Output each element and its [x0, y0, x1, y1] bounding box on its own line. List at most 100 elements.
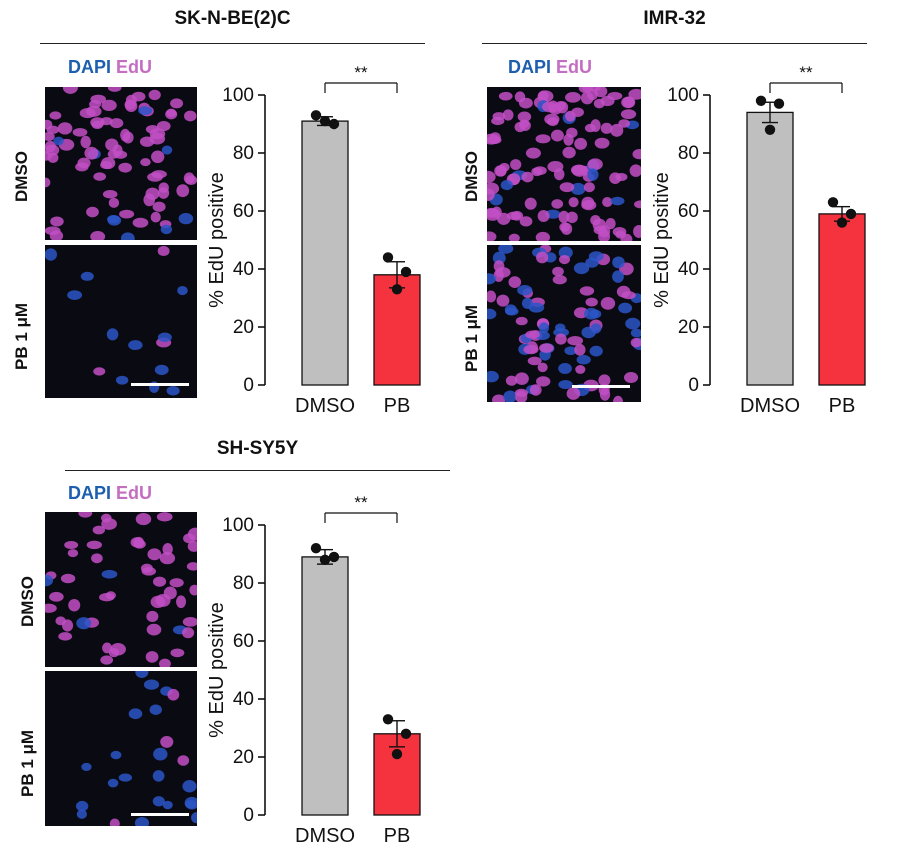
- bar-chart-sknbe2c: 0 20 40 60 80 100 % EdU positive DMSO PB **: [206, 63, 421, 417]
- edu-nucleus: [547, 160, 564, 173]
- stain-edu-label: EdU: [116, 483, 153, 503]
- dapi-nucleus: [53, 136, 64, 146]
- edu-nucleus: [90, 231, 106, 240]
- micrograph-dmso: [45, 512, 197, 667]
- y-tick-label: 40: [678, 259, 699, 280]
- x-tick-label: DMSO: [295, 825, 355, 847]
- edu-nucleus: [125, 99, 138, 113]
- edu-nucleus: [169, 578, 184, 588]
- edu-nucleus: [145, 187, 160, 200]
- stain-legend: DAPI EdU: [68, 483, 152, 504]
- edu-nucleus: [620, 109, 637, 120]
- edu-nucleus: [58, 632, 73, 641]
- x-tick-label: PB: [829, 395, 856, 417]
- title-rule: [482, 43, 867, 44]
- edu-nucleus: [515, 316, 528, 326]
- dapi-nucleus: [152, 770, 165, 782]
- edu-nucleus: [86, 206, 99, 218]
- edu-nucleus: [510, 159, 522, 170]
- edu-nucleus: [170, 648, 185, 658]
- edu-nucleus: [496, 294, 510, 307]
- edu-nucleus: [580, 91, 594, 105]
- edu-nucleus: [538, 90, 549, 101]
- edu-nucleus: [575, 365, 586, 374]
- dapi-nucleus: [625, 317, 641, 330]
- edu-nucleus: [105, 138, 119, 151]
- edu-nucleus: [523, 344, 539, 355]
- dapi-nucleus: [101, 569, 118, 579]
- edu-nucleus: [571, 164, 588, 177]
- edu-nucleus: [140, 563, 153, 573]
- y-tick-label: 100: [667, 85, 699, 106]
- dapi-nucleus: [630, 328, 641, 338]
- y-tick-label: 0: [688, 375, 699, 396]
- dapi-nucleus: [157, 332, 172, 343]
- x-tick-label: DMSO: [740, 395, 800, 417]
- nuclei-layer: [75, 671, 197, 826]
- dapi-nucleus: [120, 232, 135, 240]
- edu-nucleus: [594, 87, 608, 98]
- row-label-pb: PB 1 μM: [18, 729, 37, 797]
- data-point: [391, 284, 403, 295]
- edu-nucleus: [159, 552, 176, 565]
- y-tick-label: 80: [678, 143, 699, 164]
- edu-nucleus: [610, 123, 624, 137]
- edu-nucleus: [555, 333, 567, 345]
- dapi-nucleus: [498, 245, 514, 254]
- edu-nucleus: [621, 96, 635, 109]
- edu-nucleus: [67, 549, 79, 558]
- edu-nucleus: [600, 122, 613, 134]
- data-point: [310, 543, 322, 554]
- y-tick-label: 100: [222, 515, 254, 536]
- data-point: [764, 124, 776, 135]
- edu-nucleus: [506, 211, 522, 221]
- edu-nucleus: [629, 164, 641, 177]
- edu-nucleus: [558, 210, 570, 224]
- edu-nucleus: [55, 616, 66, 626]
- cell-line-title: IMR-32: [643, 8, 706, 29]
- significance-marker: **: [799, 63, 813, 82]
- y-axis-label: % EdU positive: [206, 172, 228, 308]
- dapi-nucleus: [492, 251, 506, 265]
- edu-nucleus: [162, 543, 173, 556]
- dapi-nucleus: [153, 747, 168, 761]
- data-point: [310, 110, 322, 121]
- micrograph-pb: [45, 245, 197, 398]
- edu-nucleus: [517, 111, 532, 123]
- dapi-nucleus: [618, 302, 633, 314]
- edu-nucleus: [529, 384, 542, 396]
- edu-nucleus: [108, 647, 120, 658]
- edu-nucleus: [165, 109, 178, 120]
- dapi-nucleus: [166, 386, 180, 396]
- edu-nucleus: [525, 147, 541, 159]
- edu-nucleus: [84, 146, 99, 160]
- edu-nucleus: [492, 394, 506, 402]
- bar-pb: [818, 213, 866, 386]
- edu-nucleus: [487, 133, 499, 145]
- bar-dmso: [301, 556, 349, 816]
- edu-nucleus: [514, 372, 529, 385]
- row-label-pb: PB 1 μM: [12, 302, 31, 370]
- panel-imr32: IMR-32 DAPI EdU DMSO PB 1 μM 0 20 40 60 80 10…: [460, 0, 909, 420]
- edu-nucleus: [60, 573, 76, 584]
- edu-nucleus: [64, 540, 79, 550]
- edu-nucleus: [120, 128, 131, 142]
- micrograph-pb: [45, 671, 197, 826]
- edu-nucleus: [146, 610, 159, 623]
- data-point: [328, 118, 340, 130]
- dapi-nucleus: [584, 307, 599, 320]
- edu-nucleus: [598, 374, 611, 387]
- edu-nucleus: [101, 99, 117, 112]
- data-point: [755, 95, 767, 106]
- edu-nucleus: [493, 260, 505, 272]
- edu-nucleus: [568, 197, 579, 208]
- dapi-nucleus: [554, 323, 566, 332]
- edu-nucleus: [621, 291, 636, 300]
- edu-nucleus: [108, 197, 120, 208]
- edu-nucleus: [78, 512, 93, 518]
- edu-nucleus: [550, 129, 564, 142]
- dapi-nucleus: [185, 800, 197, 809]
- edu-nucleus: [556, 101, 569, 114]
- edu-nucleus: [584, 123, 596, 133]
- edu-nucleus: [100, 160, 113, 170]
